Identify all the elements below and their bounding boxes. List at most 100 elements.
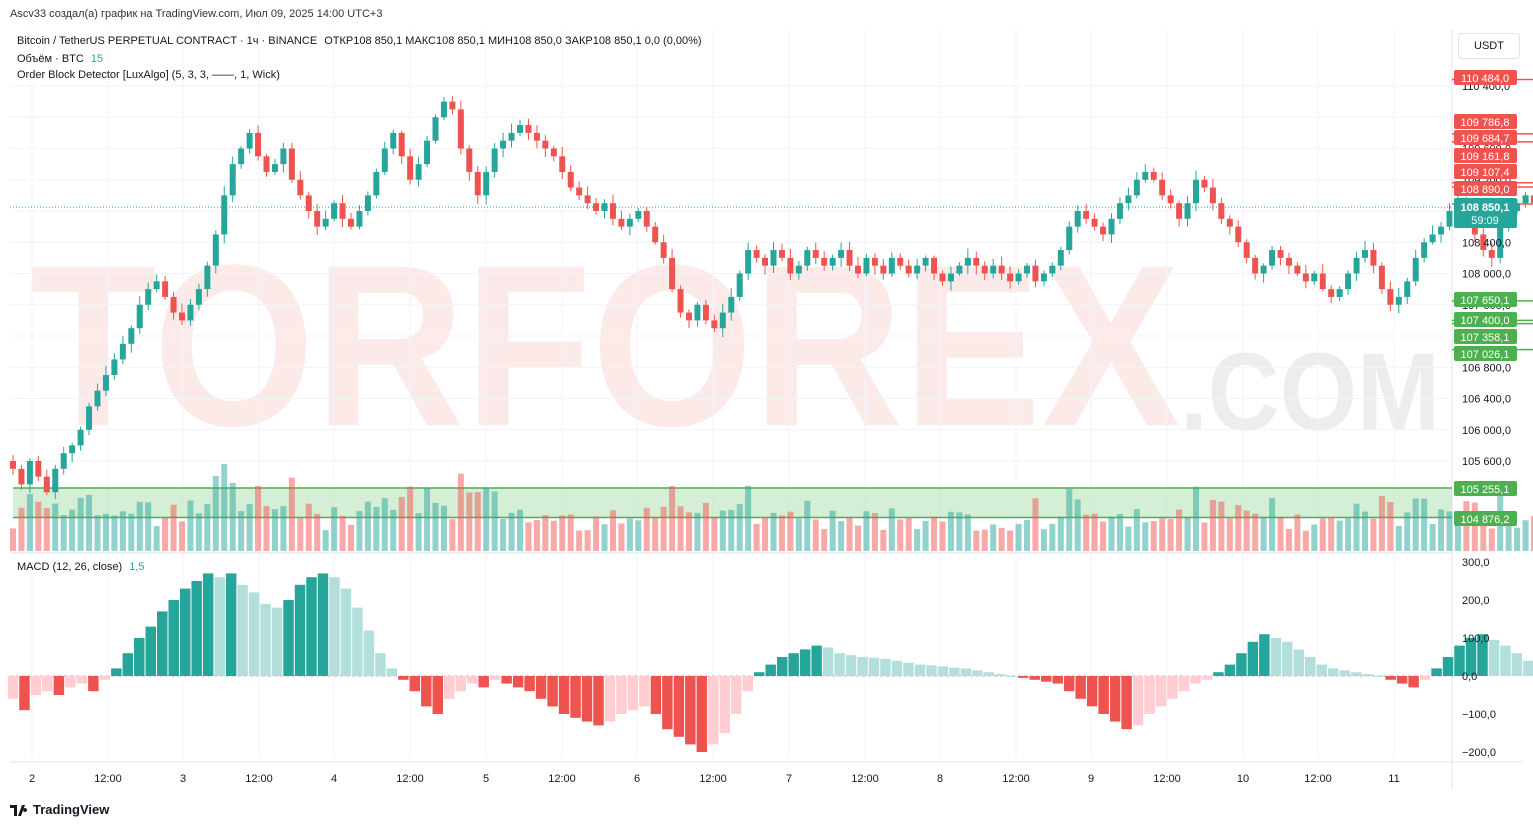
symbol-legend[interactable]: Bitcoin / TetherUS PERPETUAL CONTRACT · … — [17, 35, 702, 47]
indicator-legend[interactable]: Order Block Detector [LuxAlgo] (5, 3, 3,… — [17, 69, 280, 81]
candle-body — [753, 250, 760, 258]
candle-body — [1370, 250, 1377, 266]
volume-bar — [440, 505, 447, 551]
candle-body — [1066, 226, 1073, 251]
macd-bar — [604, 676, 616, 722]
macd-bar — [1454, 645, 1465, 676]
macd-bar — [949, 667, 960, 676]
macd-bar — [1339, 670, 1350, 676]
volume-bar — [897, 519, 904, 551]
macd-bar — [731, 676, 742, 714]
support-level-label: 105 255,1 — [1461, 484, 1510, 496]
macd-bar — [19, 676, 30, 711]
macd-bar — [1442, 657, 1454, 676]
volume-bar — [1074, 499, 1081, 551]
volume-bar — [905, 518, 912, 551]
candle-body — [1167, 195, 1174, 204]
volume-bar — [466, 492, 473, 551]
macd-bar — [627, 676, 639, 711]
candle-body — [1522, 195, 1529, 204]
candle-body — [280, 148, 287, 165]
volume-bar — [1345, 518, 1352, 551]
candle-body — [609, 203, 616, 219]
macd-bar — [76, 676, 88, 684]
volume-bar — [1235, 505, 1242, 551]
candle-body — [939, 273, 946, 282]
macd-bar — [753, 672, 765, 676]
volume-bar — [35, 501, 42, 551]
macd-tick-label: 0,0 — [1462, 671, 1477, 683]
time-tick-label: 5 — [483, 773, 489, 785]
candle-body — [297, 179, 304, 196]
candle-body — [787, 257, 794, 274]
macd-legend[interactable]: MACD (12, 26, close) 1,5 — [17, 561, 145, 573]
macd-axis[interactable]: 300,0 200,0 100,0 0,0 −100,0 −200,0 — [1462, 557, 1496, 759]
candle-body — [947, 273, 954, 282]
candle-body — [1083, 211, 1090, 219]
volume-bar — [855, 525, 861, 551]
macd-bar — [1224, 664, 1236, 676]
volume-bar — [795, 518, 802, 551]
volume-bar — [593, 516, 600, 551]
macd-bar — [455, 676, 466, 692]
candle-body — [94, 390, 101, 407]
candle-body — [373, 171, 380, 196]
volume-bar — [187, 500, 194, 551]
volume-bar — [1159, 518, 1166, 551]
macd-bar — [1270, 638, 1282, 676]
tradingview-logo[interactable]: TradingView — [10, 802, 109, 817]
currency-button[interactable]: USDT — [1458, 33, 1520, 59]
resistance-level-label: 109 107,4 — [1461, 167, 1510, 179]
volume-bars — [10, 464, 1533, 551]
volume-legend[interactable]: Объём · BTC 15 — [17, 53, 103, 65]
time-axis[interactable]: 2 12:00 3 12:00 4 12:00 5 12:00 6 12:00 7 12:00 8 12:… — [29, 773, 1400, 785]
volume-bar — [686, 512, 692, 551]
macd-bar — [1132, 676, 1144, 726]
candles[interactable] — [10, 96, 1533, 500]
resistance-level-badge — [1454, 164, 1517, 179]
time-tick-label: 11 — [1388, 773, 1399, 785]
volume-bar — [618, 523, 625, 551]
macd-bar — [157, 611, 168, 676]
macd-bar — [202, 573, 214, 676]
macd-bar — [306, 577, 317, 676]
candle-body — [922, 257, 929, 266]
volume-bar — [1311, 524, 1318, 551]
candle-body — [424, 140, 431, 165]
candle-body — [1480, 234, 1487, 251]
candle-body — [1294, 265, 1301, 274]
candle-body — [973, 257, 980, 266]
volume-bar — [1032, 498, 1039, 551]
volume-bar — [1057, 516, 1064, 551]
level-labels: 110 484,0 109 786,8 109 684,7 109 161,8 109 … — [1454, 70, 1517, 526]
volume-bar — [804, 500, 811, 551]
macd-bar — [891, 660, 903, 676]
candle-body — [1446, 211, 1453, 227]
candle-body — [179, 312, 185, 321]
macd-bar — [179, 588, 191, 676]
volume-bar — [26, 494, 33, 551]
volume-bar — [136, 501, 143, 551]
volume-bar — [280, 506, 287, 551]
macd-bar — [1465, 638, 1477, 676]
candle-body — [1040, 273, 1047, 282]
resistance-level-label: 109 684,7 — [1461, 133, 1510, 145]
macd-bar — [1063, 676, 1075, 692]
volume-bar — [601, 524, 608, 551]
macd-bar — [639, 676, 650, 707]
candle-body — [255, 132, 262, 157]
macd-bar — [972, 670, 983, 676]
candle-body — [981, 265, 988, 274]
candle-body — [914, 265, 921, 274]
macd-bar — [719, 676, 731, 733]
current-price-badge — [1454, 198, 1517, 228]
volume-bar — [533, 519, 540, 551]
candle-body — [229, 164, 236, 196]
macd-bar — [811, 645, 822, 676]
volume-bar — [255, 485, 262, 551]
macd-tick-label: 200,0 — [1462, 595, 1490, 607]
candle-body — [18, 468, 25, 485]
volume-bar — [390, 509, 397, 551]
resistance-level-label: 109 161,8 — [1461, 151, 1510, 163]
